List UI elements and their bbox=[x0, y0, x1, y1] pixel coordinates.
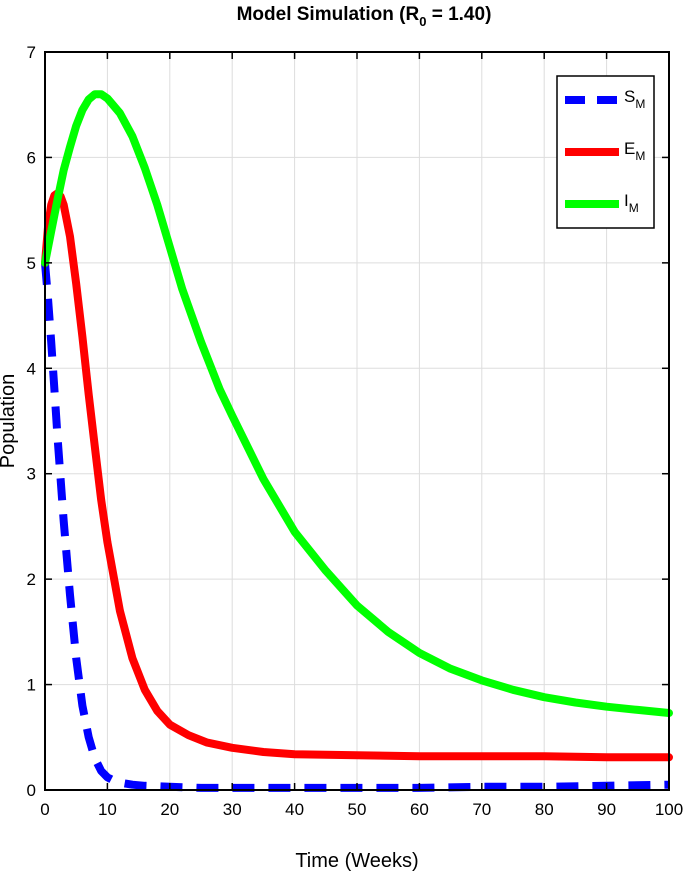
y-tick-label: 4 bbox=[27, 359, 36, 378]
title-subscript: 0 bbox=[419, 14, 426, 29]
series-line-im bbox=[41, 90, 673, 717]
legend: SM EM IM bbox=[556, 75, 655, 229]
x-tick-label: 70 bbox=[472, 800, 491, 819]
x-tick-label: 10 bbox=[98, 800, 117, 819]
y-tick-label: 2 bbox=[27, 570, 36, 589]
y-tick-label: 1 bbox=[27, 676, 36, 695]
plot-area bbox=[41, 90, 673, 792]
y-tick-label: 3 bbox=[27, 465, 36, 484]
x-tick-label: 90 bbox=[597, 800, 616, 819]
x-tick-label: 20 bbox=[160, 800, 179, 819]
y-tick-label: 7 bbox=[27, 43, 36, 62]
y-tick-label: 5 bbox=[27, 254, 36, 273]
legend-label-sm: SM bbox=[624, 87, 645, 111]
tick-labels: 0 10 20 30 40 50 60 70 80 90 100 0 1 2 3 4 5 6 7 bbox=[27, 43, 684, 819]
chart-title: Model Simulation (R0 = 1.40) bbox=[237, 4, 492, 29]
x-tick-label: 30 bbox=[223, 800, 242, 819]
legend-label-em: EM bbox=[624, 139, 645, 163]
y-axis-label: Population bbox=[0, 374, 19, 469]
title-suffix: = 1.40) bbox=[426, 4, 491, 25]
axes bbox=[44, 51, 670, 791]
x-tick-label: 100 bbox=[655, 800, 683, 819]
x-tick-label: 50 bbox=[348, 800, 367, 819]
y-tick-label: 6 bbox=[27, 148, 36, 167]
x-tick-label: 80 bbox=[535, 800, 554, 819]
title-prefix: Model Simulation (R bbox=[237, 4, 420, 25]
x-tick-label: 40 bbox=[285, 800, 304, 819]
x-tick-label: 60 bbox=[410, 800, 429, 819]
y-tick-label: 0 bbox=[27, 781, 36, 800]
x-axis-label: Time (Weeks) bbox=[295, 850, 418, 872]
legend-label-im: IM bbox=[624, 191, 639, 215]
x-tick-label: 0 bbox=[40, 800, 49, 819]
